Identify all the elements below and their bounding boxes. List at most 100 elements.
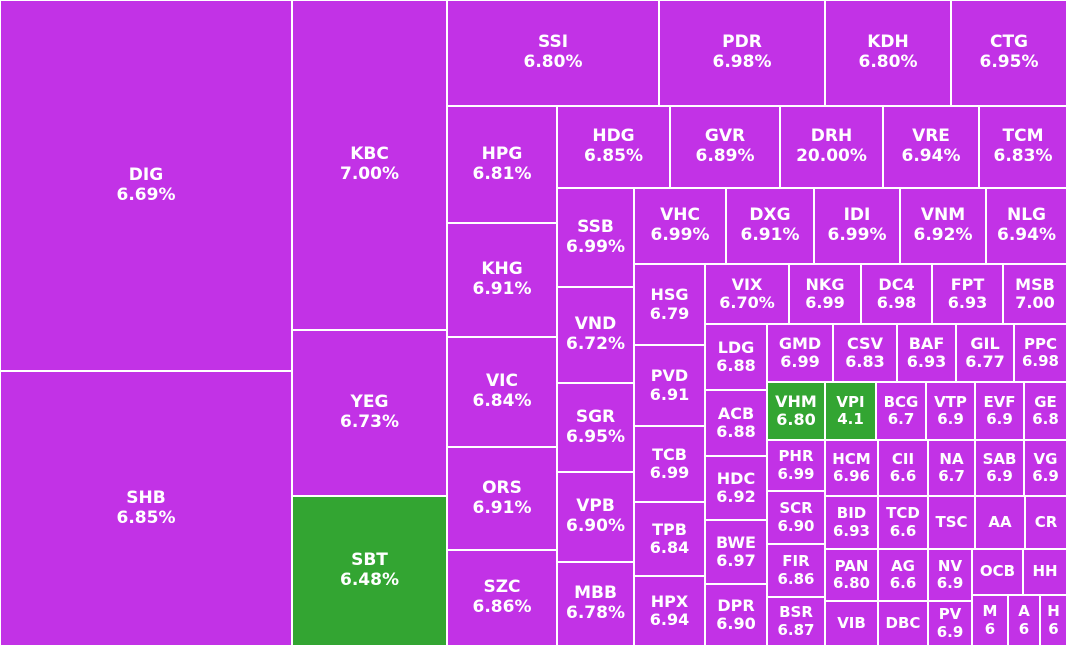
treemap-cell-tcd[interactable]: TCD 6.6: [878, 496, 928, 549]
ticker-label: CSV: [847, 333, 883, 353]
treemap-cell-gil[interactable]: GIL 6.77: [956, 324, 1014, 382]
treemap-cell-hsg[interactable]: HSG 6.79: [634, 264, 705, 345]
treemap-cell-scr[interactable]: SCR 6.90: [767, 491, 825, 544]
treemap-cell-hpx[interactable]: HPX 6.94: [634, 576, 705, 646]
treemap-cell-shb[interactable]: SHB 6.85%: [0, 371, 292, 646]
treemap-cell-dpr[interactable]: DPR 6.90: [705, 584, 767, 646]
treemap-cell-vix[interactable]: VIX 6.70%: [705, 264, 789, 324]
treemap-cell-nv[interactable]: NV 6.9: [928, 549, 972, 601]
treemap-cell-idi[interactable]: IDI 6.99%: [814, 188, 900, 264]
treemap-cell-baf[interactable]: BAF 6.93: [897, 324, 956, 382]
change-label: 6.93: [906, 352, 947, 371]
change-label: 4.1: [837, 410, 864, 428]
treemap-cell-hcm[interactable]: HCM 6.96: [825, 440, 878, 496]
treemap-cell-evf[interactable]: EVF 6.9: [975, 382, 1024, 440]
treemap-cell-na[interactable]: NA 6.7: [928, 440, 975, 496]
treemap-cell-sab[interactable]: SAB 6.9: [975, 440, 1024, 496]
treemap-cell-khg[interactable]: KHG 6.91%: [447, 223, 557, 337]
treemap-cell-drh[interactable]: DRH 20.00%: [780, 106, 883, 188]
change-label: 6.7: [887, 410, 915, 428]
treemap-cell-tcm[interactable]: TCM 6.83%: [979, 106, 1067, 188]
treemap-cell-aa[interactable]: AA: [975, 496, 1025, 549]
change-label: 6.90%: [566, 516, 625, 536]
ticker-label: IDI: [843, 205, 871, 226]
ticker-label: DRH: [810, 126, 853, 147]
treemap-cell-tcb[interactable]: TCB 6.99: [634, 426, 705, 502]
treemap-cell-vtp[interactable]: VTP 6.9: [926, 382, 975, 440]
treemap-cell-hpg[interactable]: HPG 6.81%: [447, 106, 557, 223]
treemap-cell-cr[interactable]: CR: [1025, 496, 1067, 549]
treemap-cell-dc4[interactable]: DC4 6.98: [861, 264, 932, 324]
treemap-cell-vhm[interactable]: VHM 6.80: [767, 382, 825, 440]
treemap-cell-ssi[interactable]: SSI 6.80%: [447, 0, 659, 106]
treemap-cell-gmd[interactable]: GMD 6.99: [767, 324, 833, 382]
treemap-cell-vnd[interactable]: VND 6.72%: [557, 287, 634, 383]
treemap-cell-sgr[interactable]: SGR 6.95%: [557, 383, 634, 472]
treemap-cell-tpb[interactable]: TPB 6.84: [634, 502, 705, 576]
ticker-label: VG: [1033, 449, 1058, 468]
treemap-cell-szc[interactable]: SZC 6.86%: [447, 550, 557, 646]
treemap-cell-ppc[interactable]: PPC 6.98: [1014, 324, 1067, 382]
ticker-label: TCD: [886, 504, 920, 523]
treemap-cell-ocb[interactable]: OCB: [972, 549, 1023, 595]
ticker-label: VNM: [920, 205, 966, 226]
treemap-cell-pv[interactable]: PV 6.9: [928, 601, 972, 646]
treemap-cell-acb[interactable]: ACB 6.88: [705, 390, 767, 456]
treemap-cell-mbb[interactable]: MBB 6.78%: [557, 562, 634, 646]
treemap-cell-hdc[interactable]: HDC 6.92: [705, 456, 767, 520]
treemap-cell-fpt[interactable]: FPT 6.93: [932, 264, 1003, 324]
treemap-cell-bcg[interactable]: BCG 6.7: [876, 382, 926, 440]
treemap-cell-tsc[interactable]: TSC: [928, 496, 975, 549]
treemap-cell-vg[interactable]: VG 6.9: [1024, 440, 1067, 496]
ticker-label: BAF: [908, 333, 945, 353]
ticker-label: KDH: [867, 32, 909, 53]
treemap-cell-dxg[interactable]: DXG 6.91%: [726, 188, 814, 264]
treemap-cell-kbc[interactable]: KBC 7.00%: [292, 0, 447, 330]
treemap-cell-hdg[interactable]: HDG 6.85%: [557, 106, 670, 188]
treemap-cell-dbc[interactable]: DBC: [878, 601, 928, 646]
treemap-cell-msb[interactable]: MSB 7.00: [1003, 264, 1067, 324]
treemap-cell-phr[interactable]: PHR 6.99: [767, 440, 825, 491]
treemap-cell-fir[interactable]: FIR 6.86: [767, 544, 825, 597]
treemap-cell-hh[interactable]: HH: [1023, 549, 1067, 595]
change-label: 6.83%: [993, 146, 1053, 166]
treemap-cell-gvr[interactable]: GVR 6.89%: [670, 106, 780, 188]
treemap-cell-yeg[interactable]: YEG 6.73%: [292, 330, 447, 496]
treemap-cell-ors[interactable]: ORS 6.91%: [447, 447, 557, 550]
treemap-cell-vib[interactable]: VIB: [825, 601, 878, 646]
treemap-cell-ctg[interactable]: CTG 6.95%: [951, 0, 1067, 106]
treemap-cell-vic[interactable]: VIC 6.84%: [447, 337, 557, 447]
treemap-cell-ssb[interactable]: SSB 6.99%: [557, 188, 634, 287]
treemap-cell-kdh[interactable]: KDH 6.80%: [825, 0, 951, 106]
ticker-label: GIL: [970, 333, 1000, 353]
treemap-cell-ldg[interactable]: LDG 6.88: [705, 324, 767, 390]
treemap-cell-ge[interactable]: GE 6.8: [1024, 382, 1067, 440]
treemap-cell-dig[interactable]: DIG 6.69%: [0, 0, 292, 371]
treemap-cell-vhc[interactable]: VHC 6.99%: [634, 188, 726, 264]
change-label: 6.84: [649, 538, 690, 557]
treemap-cell-bsr[interactable]: BSR 6.87: [767, 597, 825, 646]
treemap-cell-pvd[interactable]: PVD 6.91: [634, 345, 705, 426]
change-label: 6.6: [889, 574, 917, 592]
treemap-cell-pdr[interactable]: PDR 6.98%: [659, 0, 825, 106]
treemap-cell-vre[interactable]: VRE 6.94%: [883, 106, 979, 188]
treemap-cell-csv[interactable]: CSV 6.83: [833, 324, 897, 382]
ticker-label: TCB: [652, 444, 687, 464]
treemap-cell-bid[interactable]: BID 6.93: [825, 496, 878, 549]
treemap-cell-cii[interactable]: CII 6.6: [878, 440, 928, 496]
treemap-cell-vpb[interactable]: VPB 6.90%: [557, 472, 634, 562]
treemap-cell-sbt[interactable]: SBT 6.48%: [292, 496, 447, 646]
treemap-cell-bwe[interactable]: BWE 6.97: [705, 520, 767, 584]
treemap-cell-vnm[interactable]: VNM 6.92%: [900, 188, 986, 264]
ticker-label: OCB: [979, 562, 1016, 581]
treemap-cell-ag[interactable]: AG 6.6: [878, 549, 928, 601]
treemap-cell-nkg[interactable]: NKG 6.99: [789, 264, 861, 324]
treemap-cell-pan[interactable]: PAN 6.80: [825, 549, 878, 601]
ticker-label: EVF: [983, 392, 1016, 411]
change-label: 6: [984, 619, 996, 638]
treemap-cell-vpi[interactable]: VPI 4.1: [825, 382, 876, 440]
treemap-cell-nlg[interactable]: NLG 6.94%: [986, 188, 1067, 264]
